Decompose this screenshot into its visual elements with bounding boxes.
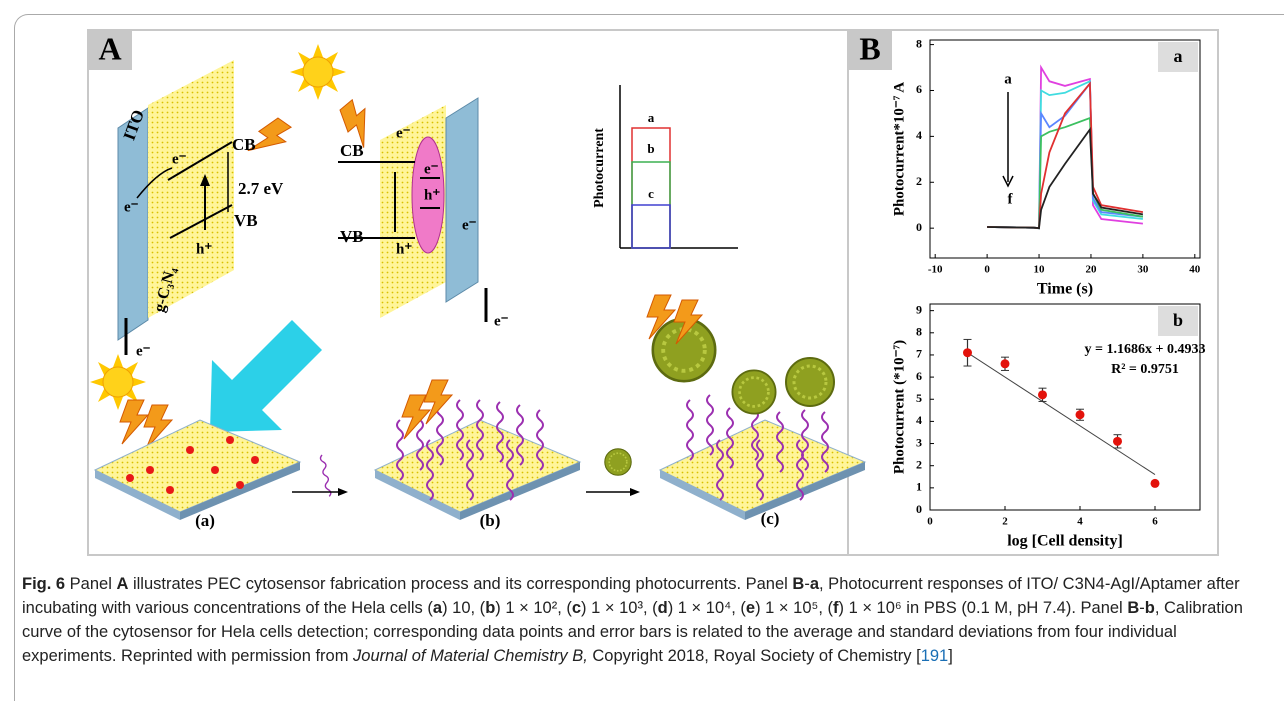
x-tick-label: 30 (1137, 264, 1149, 276)
panel-label: B (859, 30, 880, 66)
caption-text: B (1127, 599, 1139, 617)
caption-text: ) 1 × 10², ( (495, 599, 572, 617)
reference-link[interactable]: 191 (921, 647, 949, 665)
y-axis-label: Photocurrent (*10⁻⁷) (891, 340, 907, 474)
panel-label: A (98, 30, 121, 66)
diagram-label: h⁺ (424, 187, 440, 203)
y-tick-label: 7 (916, 347, 922, 361)
y-tick-label: 8 (916, 325, 922, 339)
diagram-label: e⁻ (462, 217, 477, 233)
data-point (1151, 479, 1160, 488)
caption-text: c (572, 599, 581, 617)
diagram-label: a (648, 110, 655, 125)
caption-text: ) 1 × 10³, ( (581, 599, 658, 617)
x-tick-label: 4 (1077, 516, 1083, 528)
caption-text: a (433, 599, 442, 617)
caption-text: ) 1 × 10⁵, ( (755, 599, 833, 617)
y-axis-label: Photocurrent*10⁻⁷ A (891, 82, 907, 216)
x-tick-label: 0 (927, 516, 933, 528)
y-tick-label: 6 (916, 82, 922, 96)
x-tick-label: 2 (1002, 516, 1008, 528)
caption-text: B (792, 575, 804, 593)
caption-text: ) 10, ( (442, 599, 485, 617)
caption-text: A (116, 575, 128, 593)
corner-label: a (1174, 46, 1183, 66)
data-point (1038, 390, 1047, 399)
y-tick-label: 2 (916, 174, 922, 188)
diagram-label: h⁺ (196, 241, 212, 257)
diagram-label: e⁻ (136, 343, 151, 359)
caption-text: Journal of Material Chemistry B, (353, 647, 588, 665)
diagram-label: VB (234, 211, 258, 230)
r-squared: R² = 0.9751 (1111, 362, 1179, 377)
diagram-label: b (647, 141, 654, 156)
y-tick-label: 3 (916, 435, 922, 449)
energy-diagram: ITO e⁻ e⁻ CB 2.7 eV VB h⁺ g-C₃N₄ e⁻ CB V… (90, 44, 865, 530)
y-tick-label: 6 (916, 369, 922, 383)
caption-text: ) 1 × 10⁴, ( (668, 599, 746, 617)
y-tick-label: 4 (916, 413, 922, 427)
page: A B ITO e⁻ e⁻ CB 2.7 eV VB h⁺ g-C₃N₄ e⁻ … (0, 0, 1284, 701)
diagram-label: CB (232, 135, 256, 154)
caption-text: ) 1 × 10⁶ in PBS (0.1 M, pH 7.4). Panel (839, 599, 1128, 617)
figure-caption: Fig. 6 Panel A illustrates PEC cytosenso… (22, 572, 1267, 668)
y-tick-label: 2 (916, 457, 922, 471)
diagram-label: CB (340, 141, 364, 160)
caption-text: b (485, 599, 495, 617)
figure: A B ITO e⁻ e⁻ CB 2.7 eV VB h⁺ g-C₃N₄ e⁻ … (0, 0, 1284, 565)
caption-text: Panel (65, 575, 116, 593)
x-tick-label: 10 (1034, 264, 1046, 276)
x-tick-label: 40 (1189, 264, 1201, 276)
corner-label: b (1173, 310, 1183, 330)
caption-text: a (810, 575, 819, 593)
caption-text: ] (948, 647, 953, 665)
diagram-label: (c) (761, 509, 780, 528)
annotation: a (1004, 71, 1012, 87)
equation: y = 1.1686x + 0.4933 (1085, 342, 1206, 357)
data-point (1113, 437, 1122, 446)
diagram-label: h⁺ (396, 241, 412, 257)
diagram-label: e⁻ (124, 199, 139, 215)
y-tick-label: 5 (916, 391, 922, 405)
x-tick-label: 0 (984, 264, 990, 276)
data-point (963, 348, 972, 357)
diagram-label: VB (340, 227, 364, 246)
caption-text: e (746, 599, 755, 617)
x-tick-label: -10 (928, 264, 943, 276)
x-tick-label: 6 (1152, 516, 1158, 528)
diagram-label: c (648, 186, 654, 201)
y-tick-label: 8 (916, 36, 922, 50)
y-tick-label: 1 (916, 480, 922, 494)
diagram-label: e⁻ (396, 125, 411, 141)
data-point (1001, 359, 1010, 368)
caption-text: illustrates PEC cytosensor fabrication p… (128, 575, 792, 593)
caption-text: Copyright 2018, Royal Society of Chemist… (588, 647, 921, 665)
y-tick-label: 4 (916, 128, 922, 142)
x-tick-label: 20 (1085, 264, 1097, 276)
y-tick-label: 9 (916, 302, 922, 316)
x-axis-label: log [Cell density] (1007, 533, 1123, 550)
y-tick-label: 0 (916, 502, 922, 516)
caption-text: b (1145, 599, 1155, 617)
diagram-label: 2.7 eV (238, 179, 284, 198)
diagram-label: (a) (195, 511, 215, 530)
caption-text: Fig. 6 (22, 575, 65, 593)
x-axis-label: Time (s) (1037, 281, 1093, 298)
diagram-label: e⁻ (424, 161, 439, 177)
diagram-label: e⁻ (494, 313, 509, 329)
caption-text: d (658, 599, 668, 617)
plot-frame (930, 40, 1200, 258)
diagram-label: Photocurrent (592, 128, 607, 208)
diagram-label: (b) (480, 511, 501, 530)
y-tick-label: 0 (916, 220, 922, 234)
diagram-label: e⁻ (172, 151, 187, 167)
data-point (1076, 410, 1085, 419)
